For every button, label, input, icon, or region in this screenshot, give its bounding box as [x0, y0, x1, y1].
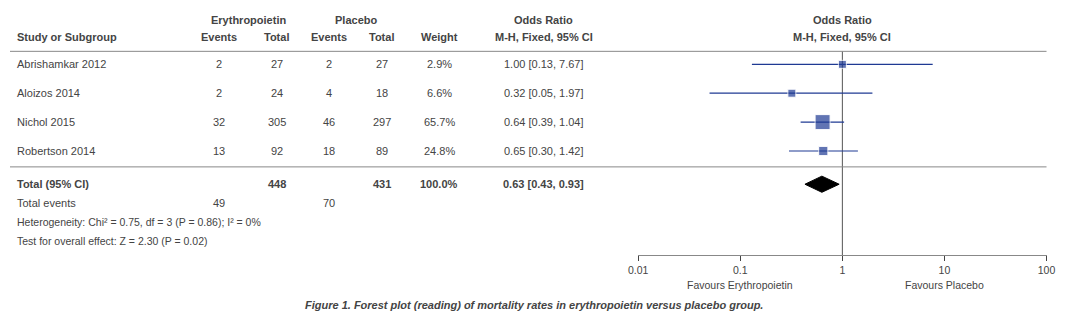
svg-text:Favours Erythropoietin: Favours Erythropoietin	[687, 279, 793, 291]
svg-text:0.1: 0.1	[733, 264, 748, 276]
svg-text:Weight: Weight	[421, 31, 458, 43]
svg-text:431: 431	[373, 178, 391, 190]
svg-text:Total (95% CI): Total (95% CI)	[17, 178, 89, 190]
svg-text:1: 1	[839, 264, 845, 276]
svg-text:Aloizos 2014: Aloizos 2014	[17, 87, 80, 99]
svg-text:10: 10	[939, 264, 951, 276]
svg-text:Test for overall effect: Z = 2: Test for overall effect: Z = 2.30 (P = 0…	[17, 235, 207, 247]
svg-text:0.63 [0.43, 0.93]: 0.63 [0.43, 0.93]	[503, 178, 584, 190]
svg-text:0.64 [0.39, 1.04]: 0.64 [0.39, 1.04]	[504, 116, 584, 128]
svg-text:Favours Placebo: Favours Placebo	[905, 279, 984, 291]
svg-text:70: 70	[323, 197, 335, 209]
svg-text:448: 448	[268, 178, 286, 190]
svg-text:Total: Total	[369, 31, 394, 43]
svg-text:Odds Ratio: Odds Ratio	[813, 14, 872, 26]
svg-text:2: 2	[216, 87, 222, 99]
svg-text:2: 2	[326, 58, 332, 70]
svg-text:65.7%: 65.7%	[424, 116, 455, 128]
svg-text:4: 4	[326, 87, 332, 99]
svg-text:0.01: 0.01	[628, 264, 649, 276]
svg-text:Total: Total	[264, 31, 289, 43]
svg-text:Events: Events	[201, 31, 237, 43]
svg-text:2: 2	[216, 58, 222, 70]
svg-text:297: 297	[373, 116, 391, 128]
svg-text:46: 46	[323, 116, 335, 128]
svg-text:13: 13	[213, 145, 225, 157]
svg-text:Nichol 2015: Nichol 2015	[17, 116, 75, 128]
svg-text:49: 49	[213, 197, 225, 209]
svg-text:305: 305	[268, 116, 286, 128]
svg-text:100.0%: 100.0%	[420, 178, 458, 190]
svg-text:Placebo: Placebo	[335, 14, 377, 26]
svg-text:Abrishamkar 2012: Abrishamkar 2012	[17, 58, 106, 70]
svg-text:27: 27	[271, 58, 283, 70]
svg-text:89: 89	[376, 145, 388, 157]
svg-text:24.8%: 24.8%	[424, 145, 455, 157]
svg-text:100: 100	[1038, 264, 1056, 276]
svg-text:Total events: Total events	[17, 197, 76, 209]
svg-text:1.00 [0.13, 7.67]: 1.00 [0.13, 7.67]	[504, 58, 584, 70]
svg-text:Erythropoietin: Erythropoietin	[211, 14, 286, 26]
svg-text:Study or Subgroup: Study or Subgroup	[17, 31, 117, 43]
svg-text:27: 27	[376, 58, 388, 70]
svg-text:Robertson 2014: Robertson 2014	[17, 145, 95, 157]
svg-text:24: 24	[271, 87, 283, 99]
svg-text:Heterogeneity: Chi² = 0.75, df: Heterogeneity: Chi² = 0.75, df = 3 (P = …	[17, 216, 261, 228]
svg-text:Figure 1. Forest plot (reading: Figure 1. Forest plot (reading) of morta…	[305, 299, 763, 311]
svg-text:18: 18	[323, 145, 335, 157]
svg-text:92: 92	[271, 145, 283, 157]
svg-text:0.32 [0.05, 1.97]: 0.32 [0.05, 1.97]	[504, 87, 584, 99]
svg-text:Events: Events	[311, 31, 347, 43]
svg-text:2.9%: 2.9%	[427, 58, 452, 70]
svg-text:0.65 [0.30, 1.42]: 0.65 [0.30, 1.42]	[504, 145, 584, 157]
svg-text:18: 18	[376, 87, 388, 99]
svg-text:M-H, Fixed, 95% CI: M-H, Fixed, 95% CI	[793, 31, 891, 43]
svg-text:M-H, Fixed, 95% CI: M-H, Fixed, 95% CI	[495, 31, 593, 43]
svg-text:32: 32	[213, 116, 225, 128]
svg-text:Odds Ratio: Odds Ratio	[514, 14, 573, 26]
svg-text:6.6%: 6.6%	[427, 87, 452, 99]
